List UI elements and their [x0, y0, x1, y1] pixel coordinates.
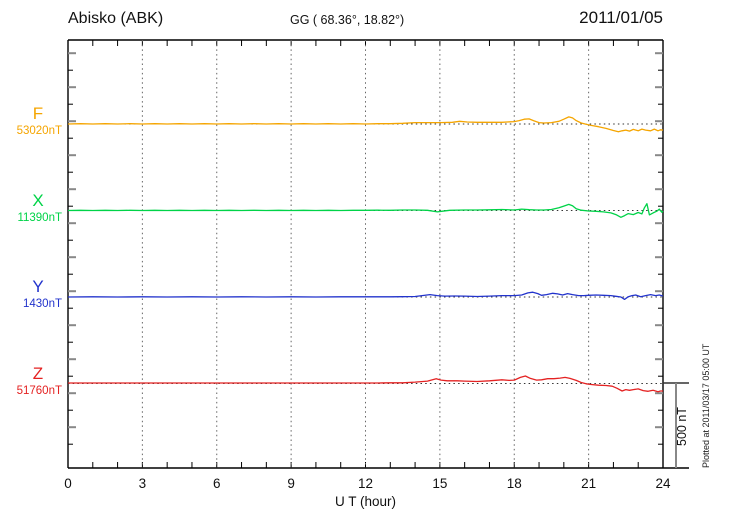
trace-letter-Y: Y — [32, 277, 44, 296]
trace-label-Y: Y 1430nT — [0, 278, 62, 310]
trace-X — [67, 203, 664, 218]
trace-Z — [68, 375, 663, 393]
trace-letter-X: X — [32, 190, 44, 210]
x-tick-label-12: 12 — [357, 476, 374, 491]
trace-letter-F: F — [32, 104, 44, 123]
x-axis-tick-labels: 0 3 6 9 12 15 18 21 24 — [0, 476, 730, 494]
geographic-coords-label: GG ( 68.36°, 18.82°) — [290, 13, 405, 27]
x-tick-label-24: 24 — [655, 476, 671, 491]
x-tick-label-18: 18 — [506, 476, 522, 491]
x-axis-title: U T (hour) — [334, 494, 397, 509]
x-tick-label-21: 21 — [581, 476, 597, 491]
trace-label-Z: Z 51760nT — [0, 365, 62, 397]
trace-baseline-value-Y: 1430nT — [22, 298, 62, 310]
plotted-at-note: Plotted at 2011/03/17 05:00 UT — [701, 343, 711, 468]
x-tick-label-3: 3 — [138, 476, 147, 491]
x-tick-label-6: 6 — [212, 476, 221, 491]
x-tick-label-15: 15 — [432, 476, 448, 491]
trace-Y — [67, 291, 664, 301]
x-tick-label-9: 9 — [287, 476, 295, 491]
trace-baseline-value-F: 53020nT — [16, 125, 62, 137]
x-tick-label-0: 0 — [64, 476, 72, 491]
trace-F — [67, 116, 664, 133]
scale-bar-label: 500 nT — [675, 407, 689, 446]
trace-label-F: F 53020nT — [0, 105, 62, 137]
trace-letter-Z: Z — [32, 363, 44, 383]
trace-baseline-value-Z: 51760nT — [16, 384, 62, 397]
station-title: Abisko (ABK) — [68, 10, 164, 27]
plot-date: 2011/01/05 — [579, 8, 663, 27]
trace-label-X: X 11390nT — [0, 192, 62, 224]
trace-baseline-value-X: 11390nT — [17, 211, 62, 224]
